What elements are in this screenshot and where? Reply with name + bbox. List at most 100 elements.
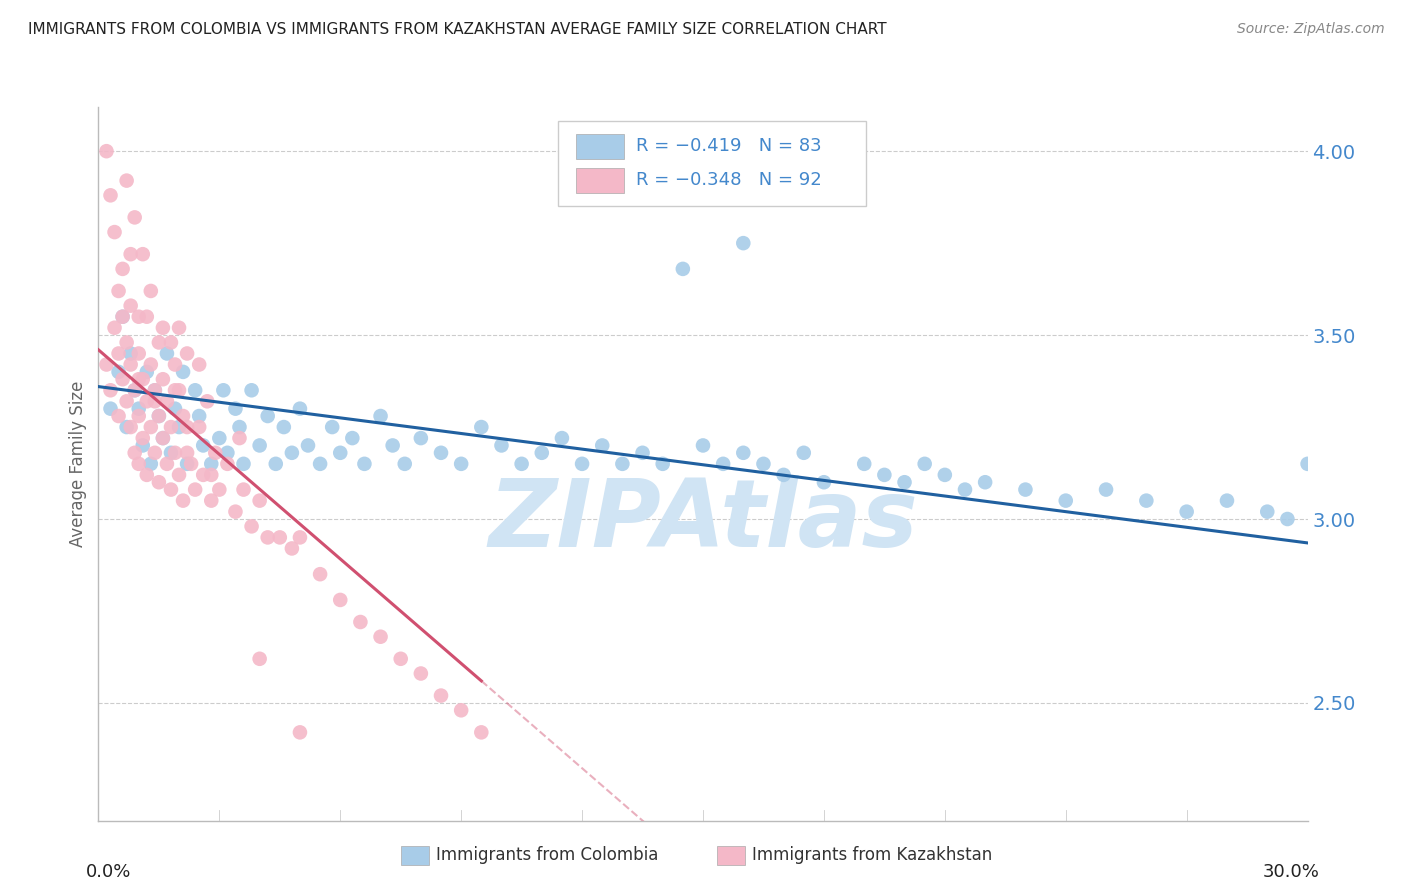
- Point: [256, 530, 278, 544]
- Point: [156, 394, 179, 409]
- Point: [571, 457, 593, 471]
- Point: [156, 346, 179, 360]
- Point: [692, 438, 714, 452]
- Point: [132, 247, 155, 261]
- Point: [394, 457, 416, 471]
- Point: [139, 284, 162, 298]
- Point: [430, 446, 453, 460]
- Point: [491, 438, 513, 452]
- Point: [148, 409, 170, 423]
- Point: [152, 372, 174, 386]
- Point: [143, 446, 166, 460]
- Point: [200, 493, 222, 508]
- Point: [409, 431, 432, 445]
- Point: [132, 438, 155, 452]
- Point: [111, 310, 134, 324]
- Point: [120, 247, 142, 261]
- Point: [124, 384, 146, 398]
- Point: [193, 438, 215, 452]
- Point: [1296, 457, 1319, 471]
- Point: [208, 483, 231, 497]
- Point: [342, 431, 364, 445]
- Point: [135, 310, 157, 324]
- Point: [873, 467, 896, 482]
- Point: [152, 431, 174, 445]
- Point: [167, 384, 190, 398]
- Point: [148, 409, 170, 423]
- Point: [249, 438, 271, 452]
- Text: Immigrants from Kazakhstan: Immigrants from Kazakhstan: [752, 847, 993, 864]
- Point: [167, 467, 190, 482]
- Point: [163, 401, 186, 416]
- Point: [530, 446, 553, 460]
- Point: [193, 467, 215, 482]
- Point: [893, 475, 915, 490]
- Point: [163, 358, 186, 372]
- Point: [269, 530, 291, 544]
- Point: [1014, 483, 1036, 497]
- Point: [249, 652, 271, 666]
- Point: [281, 541, 304, 556]
- Point: [612, 457, 634, 471]
- Point: [510, 457, 533, 471]
- Point: [160, 446, 183, 460]
- Point: [124, 384, 146, 398]
- Point: [200, 467, 222, 482]
- Point: [240, 384, 263, 398]
- Text: R = −0.348   N = 92: R = −0.348 N = 92: [637, 171, 823, 189]
- Point: [953, 483, 976, 497]
- Point: [264, 457, 287, 471]
- Point: [273, 420, 295, 434]
- Point: [124, 211, 146, 225]
- Point: [212, 384, 235, 398]
- Y-axis label: Average Family Size: Average Family Size: [69, 381, 87, 547]
- Point: [914, 457, 936, 471]
- Point: [103, 320, 125, 334]
- Point: [176, 457, 198, 471]
- Point: [128, 457, 150, 471]
- Point: [128, 372, 150, 386]
- Text: 30.0%: 30.0%: [1263, 863, 1320, 881]
- Point: [163, 446, 186, 460]
- Point: [96, 144, 118, 158]
- Point: [1216, 493, 1239, 508]
- Point: [551, 431, 574, 445]
- Point: [100, 384, 122, 398]
- Point: [107, 409, 129, 423]
- Point: [240, 519, 263, 533]
- Point: [297, 438, 319, 452]
- Point: [172, 365, 194, 379]
- Point: [160, 483, 183, 497]
- Point: [256, 409, 278, 423]
- Point: [200, 457, 222, 471]
- Point: [143, 394, 166, 409]
- Point: [96, 358, 118, 372]
- Point: [309, 457, 332, 471]
- Point: [188, 420, 211, 434]
- Point: [184, 384, 207, 398]
- Point: [329, 446, 352, 460]
- Point: [188, 358, 211, 372]
- Point: [111, 261, 134, 276]
- Point: [143, 384, 166, 398]
- Point: [148, 335, 170, 350]
- Point: [813, 475, 835, 490]
- Text: IMMIGRANTS FROM COLOMBIA VS IMMIGRANTS FROM KAZAKHSTAN AVERAGE FAMILY SIZE CORRE: IMMIGRANTS FROM COLOMBIA VS IMMIGRANTS F…: [28, 22, 887, 37]
- Point: [281, 446, 304, 460]
- Point: [167, 320, 190, 334]
- Point: [139, 358, 162, 372]
- Point: [470, 420, 492, 434]
- Point: [409, 666, 432, 681]
- Point: [143, 384, 166, 398]
- Point: [228, 431, 250, 445]
- Point: [470, 725, 492, 739]
- Point: [111, 372, 134, 386]
- Point: [288, 725, 311, 739]
- Point: [853, 457, 876, 471]
- Point: [115, 335, 138, 350]
- Point: [772, 467, 794, 482]
- Point: [100, 188, 122, 202]
- Point: [1175, 505, 1198, 519]
- Point: [733, 446, 755, 460]
- Point: [124, 446, 146, 460]
